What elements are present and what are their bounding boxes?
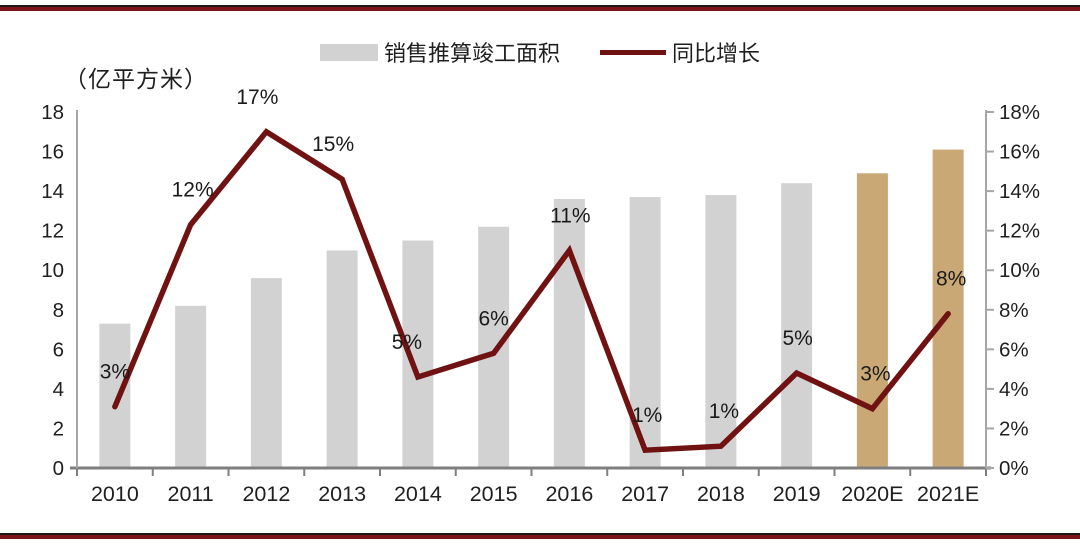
- x-axis-label-2012: 2012: [242, 482, 290, 506]
- data-label-2014: 5%: [392, 331, 422, 354]
- bar-2019: [781, 183, 813, 468]
- bar-2016: [553, 199, 585, 468]
- legend-item-line-series: 同比增长: [600, 36, 760, 68]
- x-axis-label-2010: 2010: [91, 482, 139, 506]
- data-label-2020E: 3%: [860, 363, 890, 386]
- legend-bar-swatch-icon: [319, 43, 378, 61]
- data-label-2018: 1%: [709, 400, 739, 423]
- x-axis-label-2015: 2015: [470, 482, 518, 506]
- data-label-2017: 1%: [632, 404, 662, 427]
- right-axis-tick-label: 10%: [999, 259, 1040, 282]
- data-label-2016: 11%: [550, 204, 590, 227]
- data-label-2013: 15%: [312, 133, 354, 156]
- data-label-2011: 12%: [172, 179, 214, 202]
- left-axis-unit-label: （亿平方米）: [64, 66, 208, 92]
- legend-item-bar-series: 销售推算竣工面积: [319, 36, 560, 68]
- right-axis-tick-label: 8%: [999, 299, 1029, 322]
- right-axis-tick-label: 4%: [999, 378, 1029, 401]
- x-axis-label-2021E: 2021E: [917, 482, 979, 506]
- x-axis-label-2016: 2016: [545, 482, 593, 506]
- bottom-border-maroon-line: [0, 535, 1080, 539]
- legend-line-label: 同比增长: [672, 41, 761, 66]
- top-border-dark-line: [0, 5, 1080, 7]
- growth-line: [112, 128, 951, 454]
- left-axis-tick-label: 8: [53, 299, 64, 322]
- top-border: [0, 5, 1080, 11]
- right-axis-tick-label: 2%: [999, 417, 1029, 440]
- bar-2018: [705, 195, 737, 469]
- left-axis-tick-label: 18: [41, 101, 64, 124]
- left-axis-tick-label: 12: [41, 220, 64, 243]
- bar-2012: [250, 278, 282, 468]
- right-axis-tick-label: 12%: [999, 220, 1040, 243]
- bar-2011: [175, 305, 207, 468]
- bar-2021E: [932, 149, 964, 469]
- right-axis-tick-label: 6%: [999, 338, 1029, 361]
- x-axis-label-2019: 2019: [773, 482, 821, 506]
- left-axis-tick-label: 16: [41, 141, 64, 164]
- left-axis-tick-label: 2: [53, 417, 64, 440]
- right-axis-tick-label: 14%: [999, 180, 1040, 203]
- right-axis-tick-label: 16%: [999, 141, 1040, 164]
- bar-2015: [478, 226, 510, 468]
- bottom-border-dark-line: [0, 533, 1080, 535]
- data-label-2012: 17%: [236, 86, 278, 109]
- data-label-2021E: 8%: [936, 268, 966, 291]
- data-label-2019: 5%: [782, 327, 812, 350]
- x-axis-label-2020E: 2020E: [841, 482, 903, 506]
- x-axis-label-2017: 2017: [621, 482, 669, 506]
- legend-line-swatch-icon: [600, 49, 666, 55]
- bar-2013: [326, 250, 358, 468]
- left-axis-tick-label: 0: [53, 457, 64, 480]
- bar-2010: [99, 323, 131, 468]
- x-axis-label-2013: 2013: [318, 482, 366, 506]
- bar-2020E: [856, 173, 888, 469]
- left-axis-tick-label: 10: [41, 259, 64, 282]
- x-axis-label-2011: 2011: [168, 482, 214, 506]
- left-axis-tick-label: 6: [53, 338, 64, 361]
- x-axis-label-2018: 2018: [697, 482, 745, 506]
- data-label-2010: 3%: [100, 361, 130, 384]
- top-border-maroon-line: [0, 7, 1080, 11]
- bottom-border: [0, 533, 1080, 539]
- chart-legend: 销售推算竣工面积 同比增长: [0, 36, 1080, 68]
- legend-bar-label: 销售推算竣工面积: [383, 41, 560, 66]
- right-axis-tick-label: 18%: [999, 101, 1040, 124]
- left-axis-tick-label: 14: [41, 180, 64, 203]
- x-axis-label-2014: 2014: [394, 482, 442, 506]
- data-label-2015: 6%: [478, 307, 508, 330]
- left-axis-tick-label: 4: [53, 378, 64, 401]
- right-axis-tick-label: 0%: [999, 457, 1029, 480]
